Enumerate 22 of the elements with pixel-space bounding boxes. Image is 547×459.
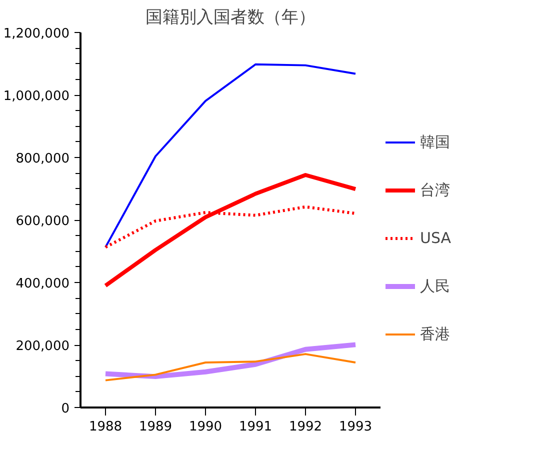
legend-label: 台湾: [420, 180, 450, 200]
legend-label: 人民: [420, 276, 450, 296]
chart-title: 国籍別入国者数（年）: [146, 8, 316, 28]
x-tick-label: 1991: [238, 420, 272, 434]
x-tick-label: 1989: [138, 420, 172, 434]
y-tick-label: 200,000: [16, 339, 70, 354]
legend-label: 韓国: [420, 132, 450, 152]
y-tick-label: 1,000,000: [3, 89, 70, 104]
y-tick-label: 0: [61, 402, 70, 416]
x-tick-label: 1988: [88, 420, 122, 434]
y-tick-label: 600,000: [16, 214, 70, 229]
legend-label: 香港: [420, 324, 450, 344]
x-tick-label: 1993: [338, 420, 372, 434]
line-series: [104, 63, 356, 248]
y-tick-label: 1,200,000: [3, 26, 70, 42]
y-tick-label: 800,000: [16, 152, 70, 166]
line-series: [104, 173, 358, 288]
legend-label: USA: [420, 229, 452, 247]
x-tick-label: 1992: [288, 420, 322, 434]
line-series: [104, 353, 356, 382]
x-tick-label: 1990: [188, 420, 222, 434]
y-tick-label: 400,000: [16, 276, 70, 292]
